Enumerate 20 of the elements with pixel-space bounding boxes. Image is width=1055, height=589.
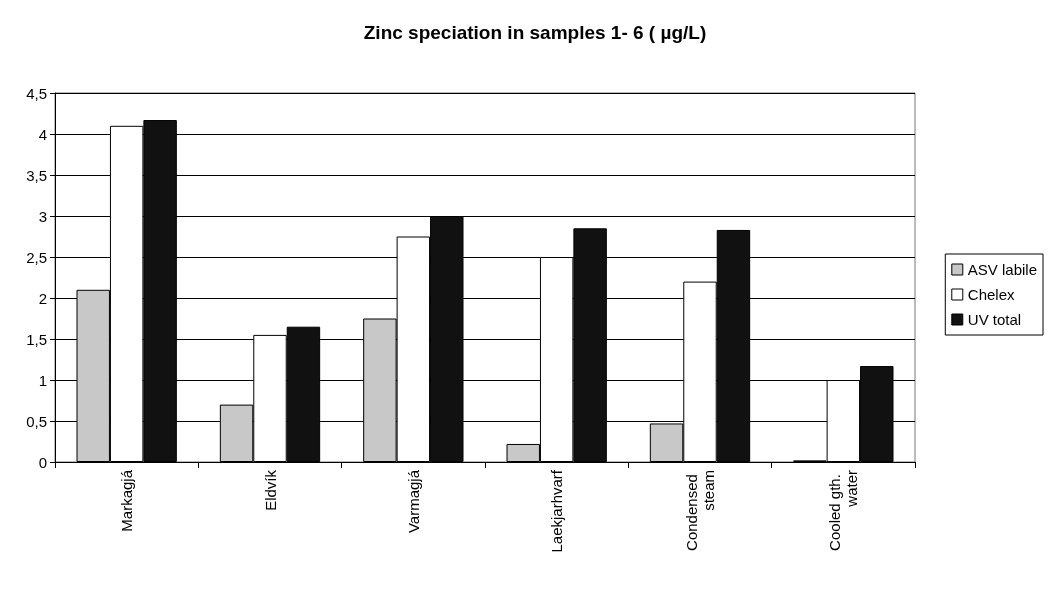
legend-label: ASV labile: [967, 261, 1038, 278]
y-tick-label: 3: [38, 207, 47, 225]
legend-label: UV total: [967, 311, 1022, 328]
x-tick-label: Condensed steam: [683, 470, 717, 551]
x-tick-label: Cooled gth. water: [826, 470, 861, 551]
y-tick-label: 0: [38, 453, 47, 471]
x-tick-label: Markagjá: [118, 469, 136, 532]
x-tick-label: Laekjarhvarf: [548, 469, 566, 553]
y-tick-label: 1: [38, 371, 47, 389]
legend-label: Chelex: [967, 286, 1015, 303]
x-tick-label: Varmagjá: [404, 469, 422, 534]
y-tick-label: 0,5: [26, 412, 47, 430]
y-tick-label: 4: [38, 125, 47, 143]
chart-title: Zinc speciation in samples 1- 6 ( µg/L): [363, 22, 707, 43]
y-tick-label: 3,5: [26, 166, 47, 184]
y-tick-label: 4,5: [26, 84, 47, 102]
y-tick-label: 1,5: [26, 330, 47, 348]
x-tick-label: Eldvík: [261, 469, 279, 511]
y-tick-label: 2,5: [26, 248, 47, 266]
y-tick-label: 2: [38, 289, 47, 307]
